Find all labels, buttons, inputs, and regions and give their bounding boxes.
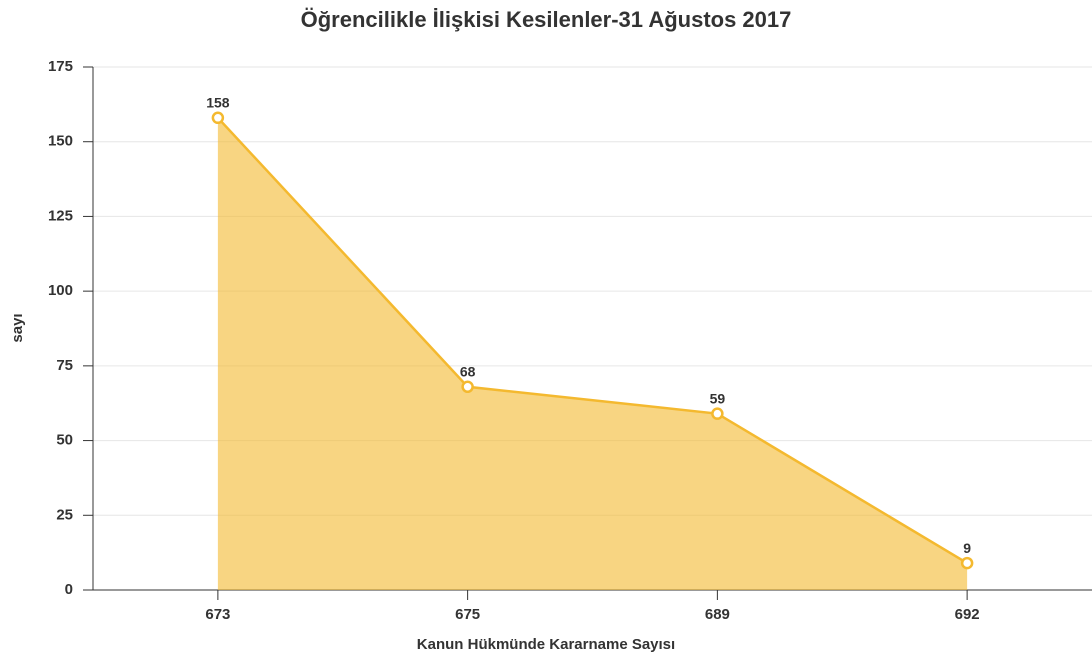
x-axis-label: Kanun Hükmünde Kararname Sayısı (417, 636, 675, 653)
data-label: 9 (963, 540, 971, 556)
x-tick-label: 692 (955, 606, 980, 623)
line (216, 116, 968, 565)
chart-title: Öğrencilikle İlişkisi Kesilenler-31 Ağus… (301, 7, 792, 32)
y-tick-label: 100 (48, 282, 73, 299)
x-tick-label: 675 (455, 606, 480, 623)
data-label: 68 (460, 363, 476, 379)
data-label: 158 (206, 95, 230, 111)
y-tick-label: 75 (56, 357, 73, 374)
point-marker (461, 380, 474, 394)
point-marker (711, 407, 724, 420)
y-tick-label: 125 (48, 207, 73, 224)
data-label: 59 (710, 390, 726, 406)
x-tick-label: 673 (205, 606, 230, 623)
point-marker (211, 111, 225, 125)
y-tick-label: 175 (48, 58, 73, 75)
y-tick-label: 50 (56, 432, 73, 449)
x-tick-label: 689 (705, 606, 730, 623)
y-tick-label: 0 (65, 581, 73, 598)
area-fill (217, 117, 968, 590)
y-tick-label: 150 (48, 133, 73, 150)
y-axis-label: sayı (9, 313, 26, 342)
point-marker (960, 556, 974, 570)
y-tick-label: 25 (56, 506, 73, 523)
